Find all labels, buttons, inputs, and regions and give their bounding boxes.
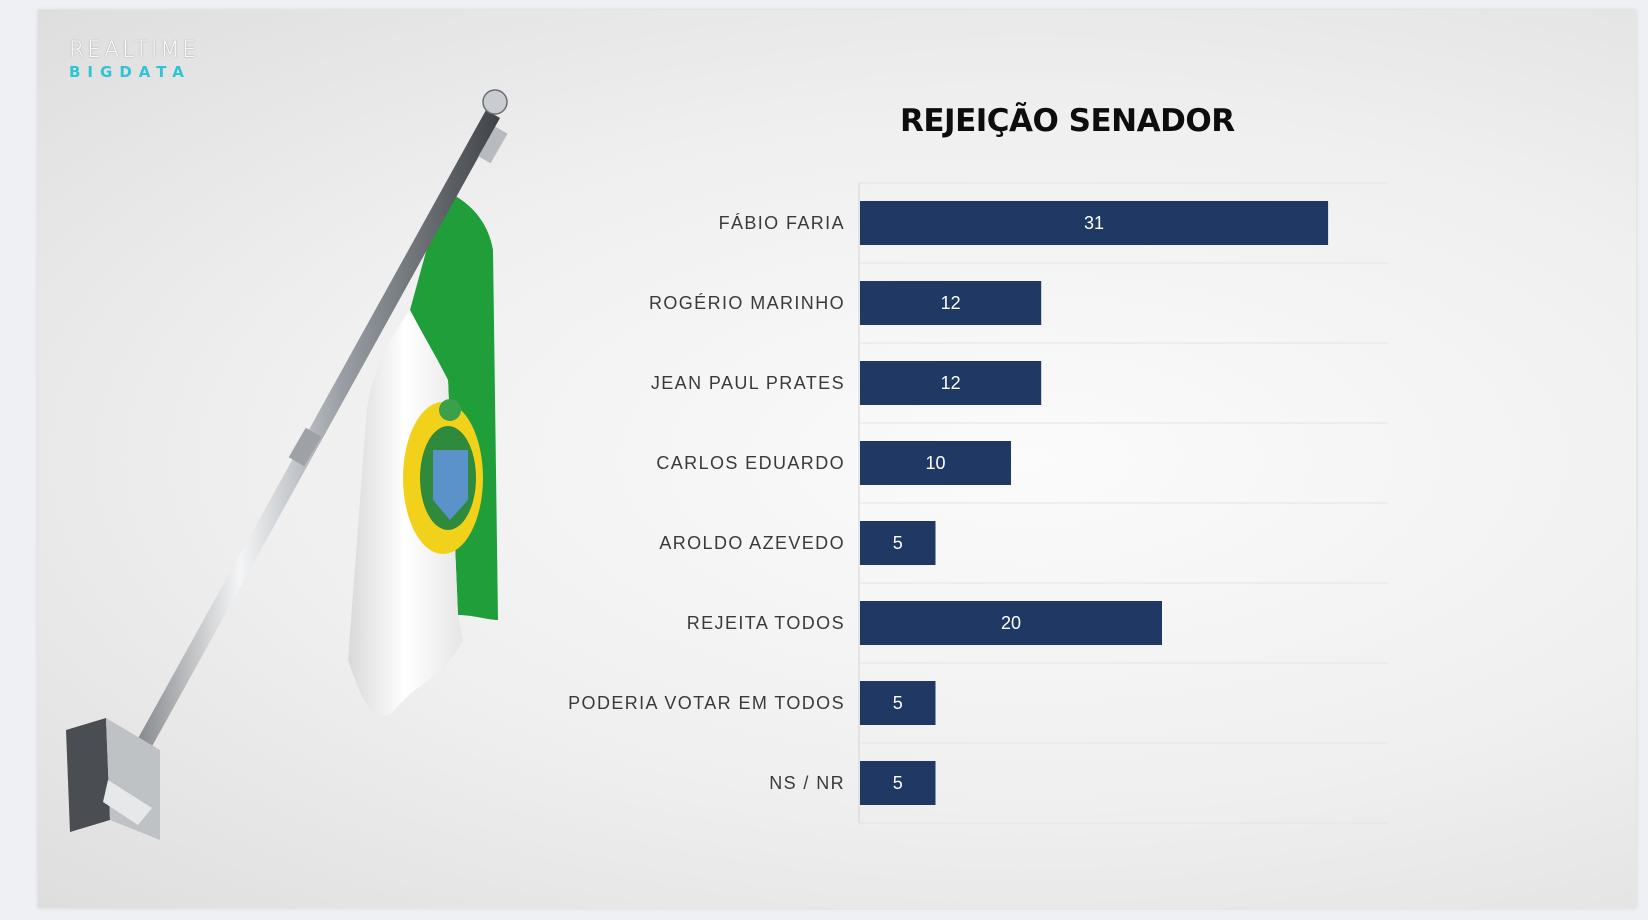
flag-illustration [66, 89, 508, 840]
bar [860, 761, 936, 805]
data-label: 20 [1001, 613, 1021, 633]
category-label: JEAN PAUL PRATES [651, 373, 845, 393]
wall-bracket [66, 718, 110, 832]
data-label: 12 [941, 293, 961, 313]
data-label: 31 [1084, 213, 1104, 233]
category-label: NS / NR [769, 773, 845, 793]
category-label: FÁBIO FARIA [719, 213, 845, 233]
pole-finial [482, 89, 508, 115]
data-label: 5 [893, 693, 903, 713]
bar [860, 601, 1162, 645]
bar [860, 361, 1042, 405]
category-label: PODERIA VOTAR EM TODOS [568, 693, 845, 713]
bar [860, 441, 1011, 485]
category-label: ROGÉRIO MARINHO [649, 293, 845, 313]
bar-chart: 31 FÁBIO FARIA 12 ROGÉRIO MARINHO 12 JEAN PAU… [568, 182, 1388, 824]
data-label: 5 [893, 773, 903, 793]
slide: REALTIME BIGDATA [38, 10, 1636, 908]
category-label: AROLDO AZEVEDO [659, 533, 845, 553]
logo-line-2: BIGDATA [69, 63, 191, 81]
chart-title: REJEIÇÃO SENADOR [900, 103, 1235, 139]
bar [860, 201, 1329, 245]
bar [860, 281, 1042, 325]
bar [860, 681, 936, 725]
logo-line-1: REALTIME [69, 38, 200, 63]
bar [860, 521, 936, 565]
brand-logo: REALTIME BIGDATA [69, 40, 199, 80]
data-label: 5 [893, 533, 903, 553]
category-label: CARLOS EDUARDO [656, 453, 845, 473]
data-label: 12 [941, 373, 961, 393]
category-label: REJEITA TODOS [687, 613, 845, 633]
data-label: 10 [925, 453, 945, 473]
